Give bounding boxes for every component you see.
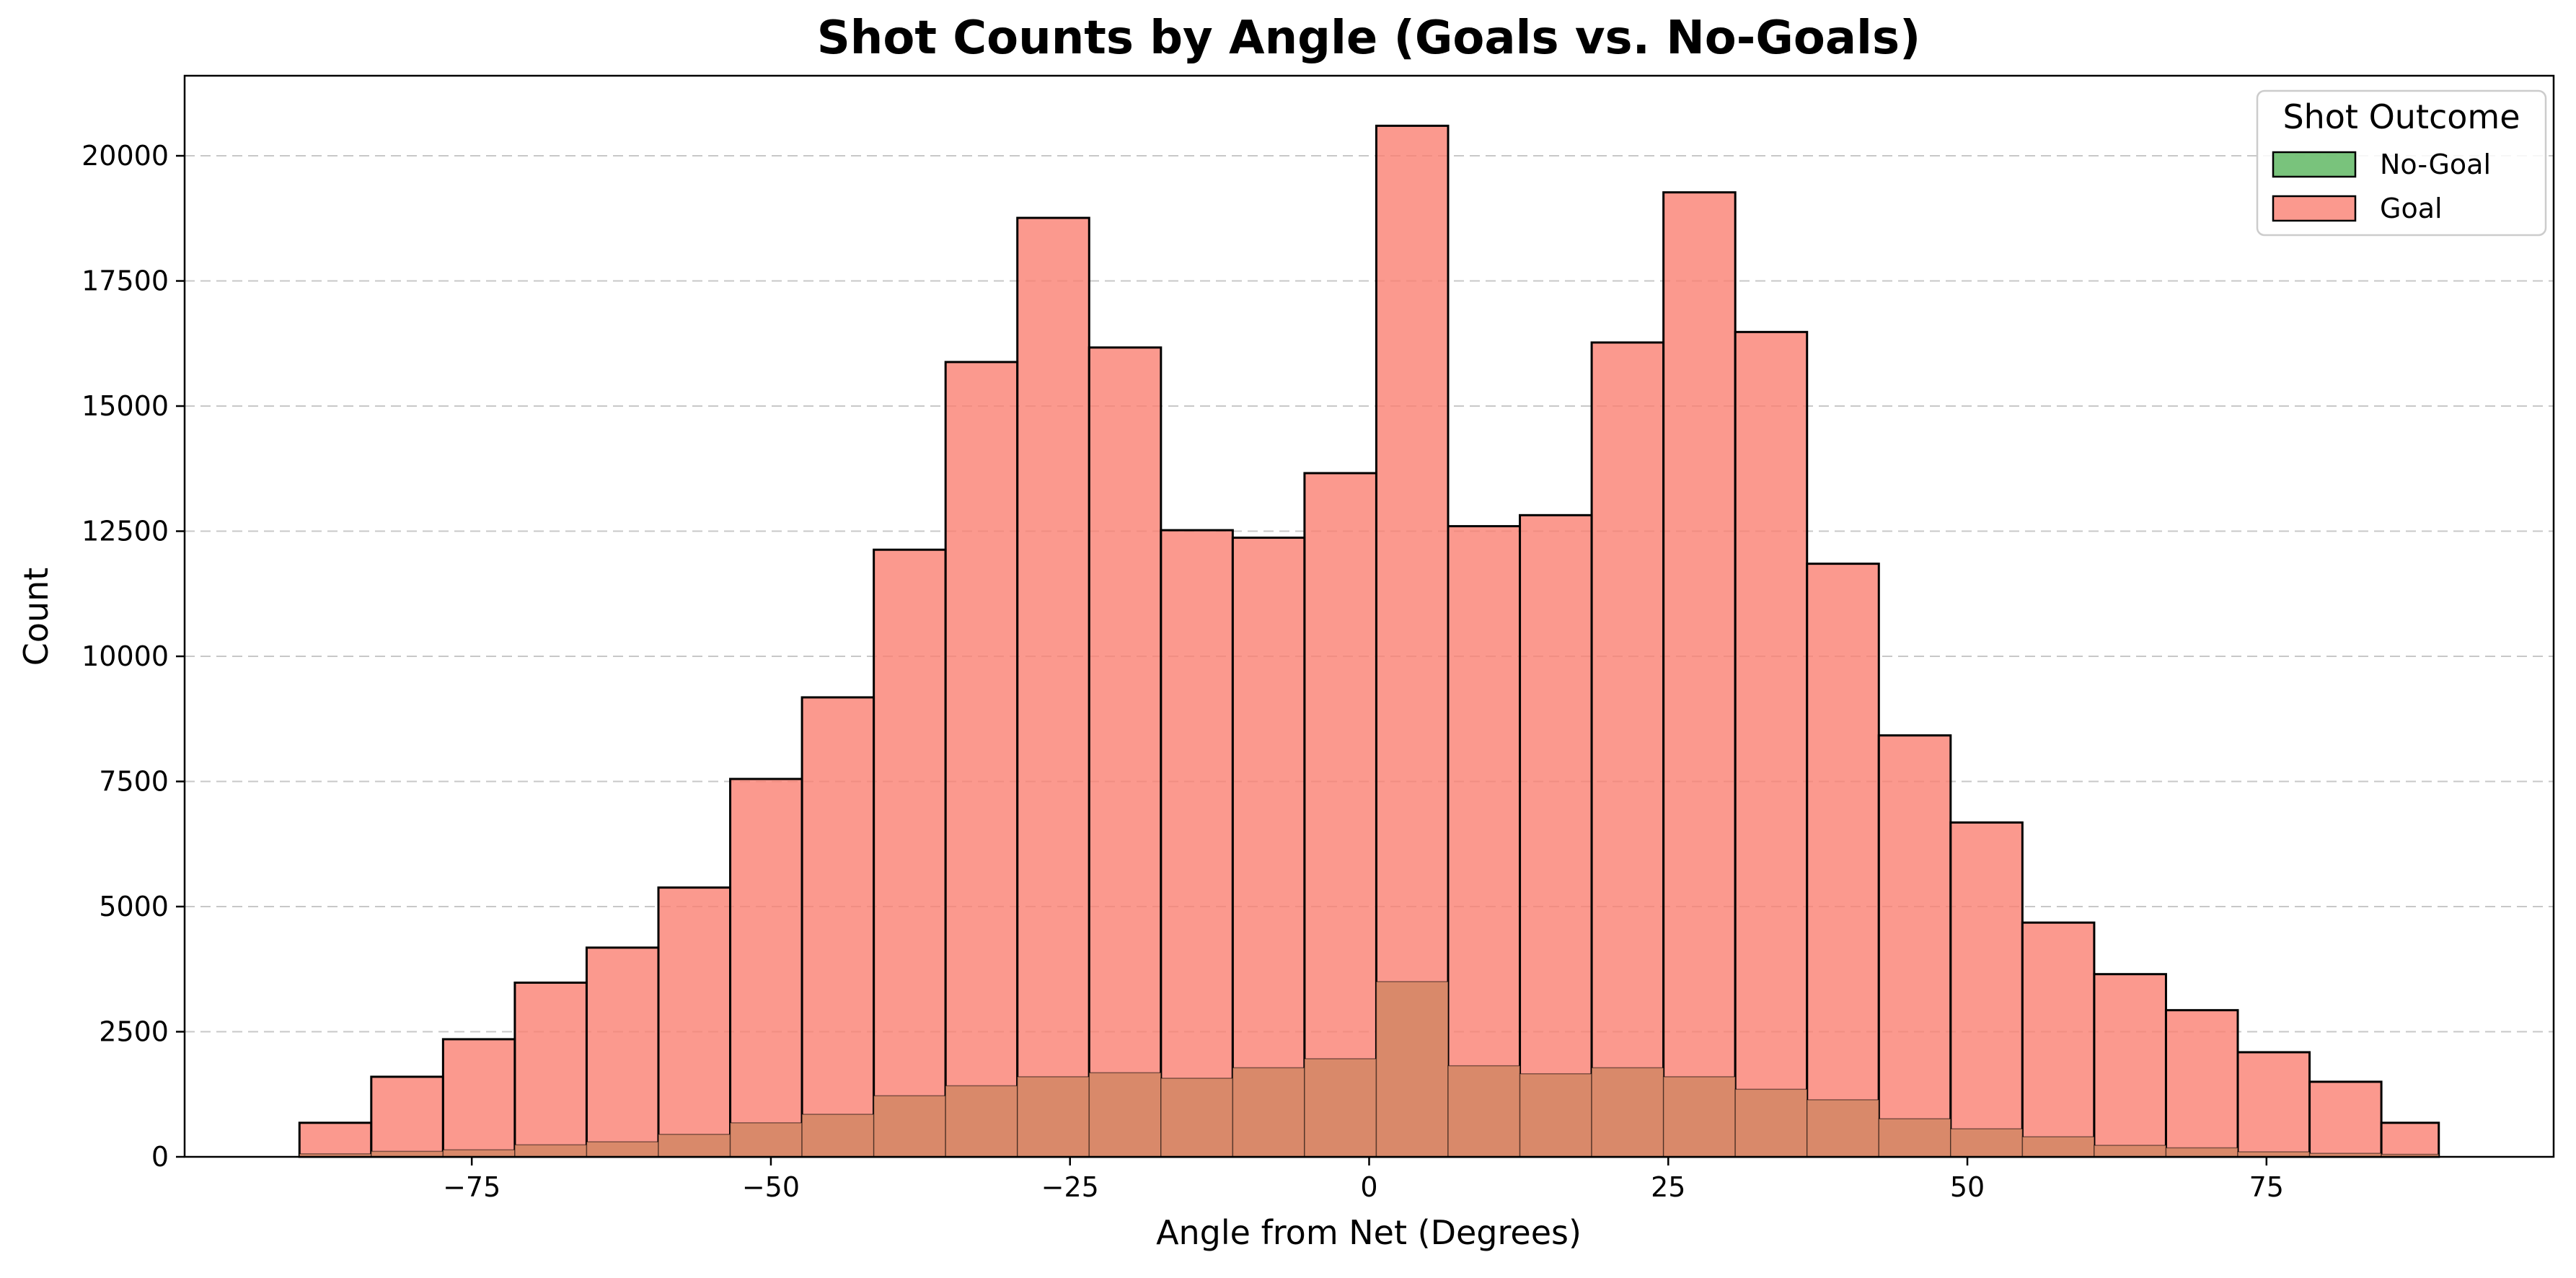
bar-goal [2308,1080,2383,1158]
bar-goal [2236,1051,2311,1158]
y-tick-label: 5000 [99,891,169,922]
bar-no-goal [1734,1088,1808,1158]
legend-label-goal: Goal [2380,193,2443,224]
bar-goal [2380,1121,2440,1158]
bar-no-goal [2094,1145,2167,1158]
legend-label-no-goal: No-Goal [2380,149,2491,180]
bar-no-goal [729,1122,803,1158]
bar-no-goal [1591,1067,1664,1158]
bar-goal [585,946,660,1158]
x-tick-label: 75 [2249,1171,2284,1203]
x-tick-label: 50 [1950,1171,1985,1203]
bar-no-goal [1447,1065,1521,1158]
x-axis-label: Angle from Net (Degrees) [1156,1213,1582,1252]
bar-goal [370,1075,444,1158]
bar-no-goal [1878,1118,1951,1158]
bar-no-goal [1950,1128,2024,1158]
bar-goal [1016,216,1090,1158]
bar-no-goal [873,1095,946,1158]
bar-goal [1590,341,1665,1158]
bar-goal [944,361,1019,1158]
bar-goal [1806,563,1880,1158]
legend-title: Shot Outcome [2282,97,2520,136]
bar-no-goal [658,1134,731,1158]
bar-goal [657,886,732,1158]
bar-no-goal [442,1149,516,1158]
bar-goal [1877,734,1952,1158]
y-tick-label: 7500 [99,766,169,798]
y-axis-label: Count [17,568,56,666]
bar-no-goal [1375,981,1449,1158]
bar-goal [1231,537,1306,1158]
legend-swatch-no-goal [2272,151,2357,178]
bar-goal [800,696,875,1158]
x-tick-label: 25 [1651,1171,1685,1203]
bar-no-goal [801,1114,875,1158]
bar-no-goal [945,1085,1018,1158]
bar-no-goal [2165,1147,2238,1158]
bar-no-goal [1806,1099,1880,1158]
x-tick-label: −50 [742,1171,800,1203]
bar-goal [2093,973,2167,1158]
bar-goal [729,777,803,1158]
bar-no-goal [586,1141,659,1158]
bar-goal [873,548,947,1158]
bar-goal [2164,1009,2239,1158]
y-tick-label: 12500 [81,516,169,547]
y-tick-label: 15000 [81,390,169,422]
y-tick-label: 17500 [81,265,169,297]
bar-no-goal [1304,1058,1377,1158]
bar-no-goal [514,1144,588,1158]
x-tick-label: −75 [443,1171,500,1203]
bar-goal [1447,525,1522,1158]
y-axis-ticks: 0 2500 5000 7500 10000 12500 15000 17500 20000 [81,140,185,1173]
y-tick-label: 20000 [81,140,169,172]
bars [298,124,2440,1158]
bar-goal [298,1121,373,1158]
bar-goal [1088,346,1163,1158]
legend-swatch-goal [2272,195,2357,222]
bar-no-goal [1662,1076,1736,1158]
x-tick-label: 0 [1360,1171,1377,1203]
bar-no-goal [1016,1076,1090,1158]
bar-goal [1519,514,1593,1158]
y-tick-label: 10000 [81,640,169,672]
y-tick-label: 2500 [99,1016,169,1048]
bar-no-goal [1519,1073,1592,1158]
bar-goal [1160,529,1234,1158]
x-axis-ticks: −75 −50 −25 0 25 50 75 [443,1157,2284,1203]
bar-goal [1949,821,2024,1158]
bar-goal [513,981,588,1158]
bar-goal [441,1038,516,1158]
bar-no-goal [1232,1067,1305,1158]
bar-goal [2021,921,2096,1158]
x-tick-label: −25 [1041,1171,1099,1203]
bar-no-goal [1160,1078,1234,1158]
legend: Shot Outcome No-Goal Goal [2256,89,2547,237]
bar-goal [1662,191,1737,1158]
bar-goal [1303,472,1377,1158]
chart-title: Shot Counts by Angle (Goals vs. No-Goals… [817,12,1921,65]
bar-no-goal [2021,1136,2095,1158]
bar-no-goal [1088,1072,1162,1158]
y-tick-label: 0 [151,1141,169,1173]
bar-goal [1734,330,1809,1158]
